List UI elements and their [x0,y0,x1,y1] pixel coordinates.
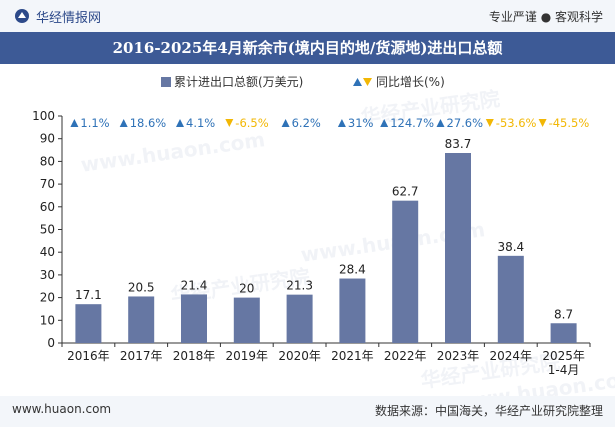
top-bar [0,0,615,32]
footer-bar [0,396,615,427]
y-tick-label: 20 [40,291,55,305]
huajing-logo-icon [15,9,29,23]
y-tick-label: 60 [40,200,55,214]
y-tick-label: 50 [40,223,55,237]
x-tick-label: 2019年 [226,349,269,363]
growth-down-triangle-icon [225,119,234,127]
data-source: 数据来源：中国海关，华经产业研究院整理 [374,404,603,418]
bar [181,294,207,343]
growth-up-triangle-icon [281,119,290,127]
title-bar [0,32,615,64]
y-tick-label: 40 [40,245,55,259]
bar [233,297,260,343]
bar-value-label: 21.3 [286,279,313,293]
x-tick-label: 2023年 [437,349,480,363]
growth-up-triangle-icon [337,119,346,127]
website-link[interactable]: www.huaon.com [12,402,112,416]
bar [128,296,155,343]
growth-up-triangle-icon [380,119,389,127]
bar-value-label: 28.4 [339,263,366,277]
bar [392,200,419,343]
bar-value-label: 83.7 [445,137,472,151]
growth-up-triangle-icon [176,119,184,127]
bar [286,294,313,343]
bar [75,304,102,343]
growth-label: 124.7% [390,116,434,130]
y-tick-label: 90 [40,132,55,146]
growth-label: 4.1% [186,116,215,130]
x-tick-label: 2020年 [278,349,321,363]
growth-up-triangle-icon [70,119,79,127]
bar-value-label: 38.4 [497,240,524,254]
growth-label: 6.2% [292,116,321,130]
x-tick-label: 2025年 [542,349,585,363]
legend-down-triangle-icon [363,78,372,86]
x-tick-label: 2022年 [384,349,427,363]
x-tick-label: 2021年 [331,349,374,363]
bar-value-label: 8.7 [554,307,573,321]
x-tick-label: 2024年 [490,349,533,363]
growth-label: 1.1% [80,116,109,130]
growth-label: -45.5% [549,116,590,130]
y-tick-label: 100 [32,109,55,123]
legend-bar-swatch [161,77,171,87]
site-name[interactable]: 华经情报网 [36,11,102,26]
growth-label: -6.5% [235,116,268,130]
x-tick-label: 2017年 [120,349,163,363]
bar [445,153,471,343]
x-tick-label: 2016年 [67,349,110,363]
y-tick-label: 80 [40,154,55,168]
legend-up-triangle-icon [353,78,362,86]
y-tick-label: 70 [40,177,55,191]
bar [550,323,577,343]
x-tick-label: 1-4月 [548,363,580,377]
legend-label-total: 累计进出口总额(万美元) [174,75,303,89]
bar-value-label: 21.4 [181,278,208,292]
legend-label-growth: 同比增长(%) [376,75,445,89]
bar-value-label: 62.7 [392,185,419,199]
bar-value-label: 20 [239,282,254,296]
growth-label: -53.6% [496,116,537,130]
bar [339,278,366,343]
bar-value-label: 17.1 [75,288,102,302]
growth-label: 18.6% [130,116,167,130]
growth-down-triangle-icon [538,119,547,127]
chart: 累计进出口总额(万美元) 同比增长(%) 0 10 20 30 40 50 60 70 80 90 10… [32,75,591,377]
y-tick-label: 10 [40,313,55,327]
growth-label: 31% [348,116,374,130]
x-tick-label: 2018年 [173,349,216,363]
y-tick-label: 30 [40,268,55,282]
growth-down-triangle-icon [485,119,494,127]
growth-up-triangle-icon [436,119,445,127]
bar-value-label: 20.5 [128,280,155,294]
growth-label: 27.6% [447,116,484,130]
chart-title: 2016-2025年4月新余市(境内目的地/货源地)进出口总额 [112,39,503,57]
slogan: 专业严谨 ● 客观科学 [488,10,603,24]
bar [497,255,524,343]
growth-up-triangle-icon [119,119,128,127]
y-tick-label: 0 [47,336,55,350]
